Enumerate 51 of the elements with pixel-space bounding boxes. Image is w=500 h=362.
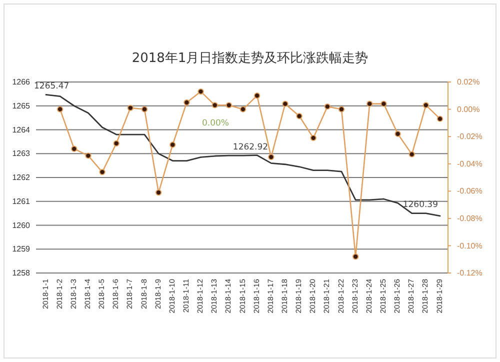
point: [422, 102, 430, 108]
y2-tick-label: -0.04%: [457, 159, 482, 168]
line-series: [45, 94, 441, 217]
data-label: 0.00%: [202, 118, 229, 128]
point: [380, 100, 387, 107]
point: [85, 152, 92, 159]
data-label: 1262.92: [232, 142, 268, 153]
point: [155, 189, 162, 196]
point: [240, 106, 246, 112]
y-tick-label: 1264: [12, 125, 31, 134]
y-tick-label: 1260: [12, 220, 31, 230]
y2-tick-label: -0.02%: [457, 132, 482, 142]
point: [71, 146, 78, 152]
point: [212, 102, 218, 108]
point: [352, 254, 359, 260]
point: [268, 154, 274, 160]
point: [366, 100, 373, 107]
point: [296, 113, 302, 120]
y-tick-label: 1263: [12, 149, 31, 158]
y2-tick-label: -0.06%: [457, 186, 482, 196]
y-tick-label: 1259: [12, 244, 31, 254]
y-tick-label: 1265: [12, 101, 31, 110]
y-tick-label: 1258: [12, 268, 31, 278]
point: [282, 100, 288, 107]
y-tick-label: 1262: [12, 173, 31, 182]
y-tick-label: 1261: [12, 196, 31, 206]
point: [394, 130, 401, 137]
point: [338, 106, 345, 112]
point: [184, 99, 190, 106]
point: [226, 102, 232, 108]
chart-title: 2018年1月日指数走势及环比涨跌幅走势: [132, 51, 368, 66]
y2-tick-label: 0.02%: [457, 78, 480, 87]
y-tick-label: 1266: [12, 78, 31, 87]
y2-tick-label: 0.00%: [457, 104, 480, 114]
point: [113, 140, 120, 146]
point: [324, 103, 331, 110]
y2-tick-label: -0.10%: [457, 241, 482, 250]
point: [408, 151, 415, 158]
point: [170, 142, 176, 148]
point: [254, 92, 260, 99]
point: [198, 88, 204, 95]
point: [310, 134, 316, 142]
data-label: 1265.47: [34, 82, 70, 92]
point: [141, 106, 148, 112]
point: [99, 168, 106, 176]
point: [436, 116, 444, 122]
point: [56, 106, 64, 112]
point: [127, 104, 134, 112]
y2-tick-label: -0.12%: [457, 268, 482, 278]
y2-tick-label: -0.08%: [457, 214, 482, 223]
data-label: 1260.39: [402, 200, 438, 210]
